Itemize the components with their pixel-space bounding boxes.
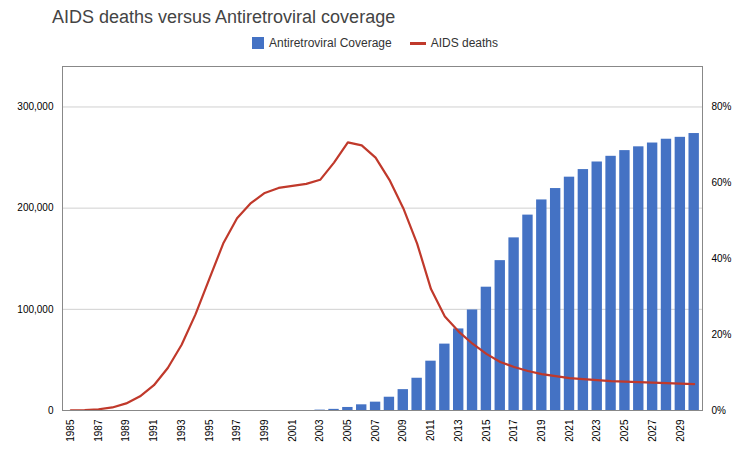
html-text:Antiretroviral Coverage: Antiretroviral Coverage — [269, 36, 392, 50]
svg-text:2027: 2027 — [647, 419, 658, 442]
svg-text:1987: 1987 — [93, 419, 104, 442]
svg-text:1989: 1989 — [120, 419, 131, 442]
svg-text:2017: 2017 — [508, 419, 519, 442]
svg-text:300,000: 300,000 — [17, 101, 54, 112]
svg-text:2009: 2009 — [397, 419, 408, 442]
svg-text:1993: 1993 — [176, 419, 187, 442]
svg-text:0: 0 — [48, 405, 54, 416]
svg-text:2007: 2007 — [370, 419, 381, 442]
svg-text:2015: 2015 — [481, 419, 492, 442]
svg-text:2001: 2001 — [287, 419, 298, 442]
svg-text:2011: 2011 — [425, 419, 436, 441]
svg-text:20%: 20% — [712, 329, 732, 340]
svg-text:80%: 80% — [712, 101, 732, 112]
svg-text:2003: 2003 — [314, 419, 325, 442]
svg-text:40%: 40% — [712, 253, 732, 264]
svg-text:2029: 2029 — [675, 419, 686, 442]
svg-text:1991: 1991 — [148, 419, 159, 442]
html-text:AIDS deaths versus Antiretrovi: AIDS deaths versus Antiretroviral covera… — [52, 7, 396, 27]
html-text:AIDS deaths: AIDS deaths — [430, 36, 498, 50]
svg-text:2025: 2025 — [619, 419, 630, 442]
svg-text:1999: 1999 — [259, 419, 270, 442]
svg-text:0%: 0% — [712, 405, 727, 416]
svg-text:2023: 2023 — [591, 419, 602, 442]
svg-text:60%: 60% — [712, 177, 732, 188]
svg-text:2019: 2019 — [536, 419, 547, 442]
svg-text:1995: 1995 — [204, 419, 215, 442]
svg-text:200,000: 200,000 — [17, 202, 54, 213]
svg-text:2013: 2013 — [453, 419, 464, 442]
svg-text:1997: 1997 — [231, 419, 242, 442]
svg-text:2021: 2021 — [564, 419, 575, 442]
svg-text:2005: 2005 — [342, 419, 353, 442]
svg-text:100,000: 100,000 — [17, 304, 54, 315]
svg-text:1985: 1985 — [65, 419, 76, 442]
